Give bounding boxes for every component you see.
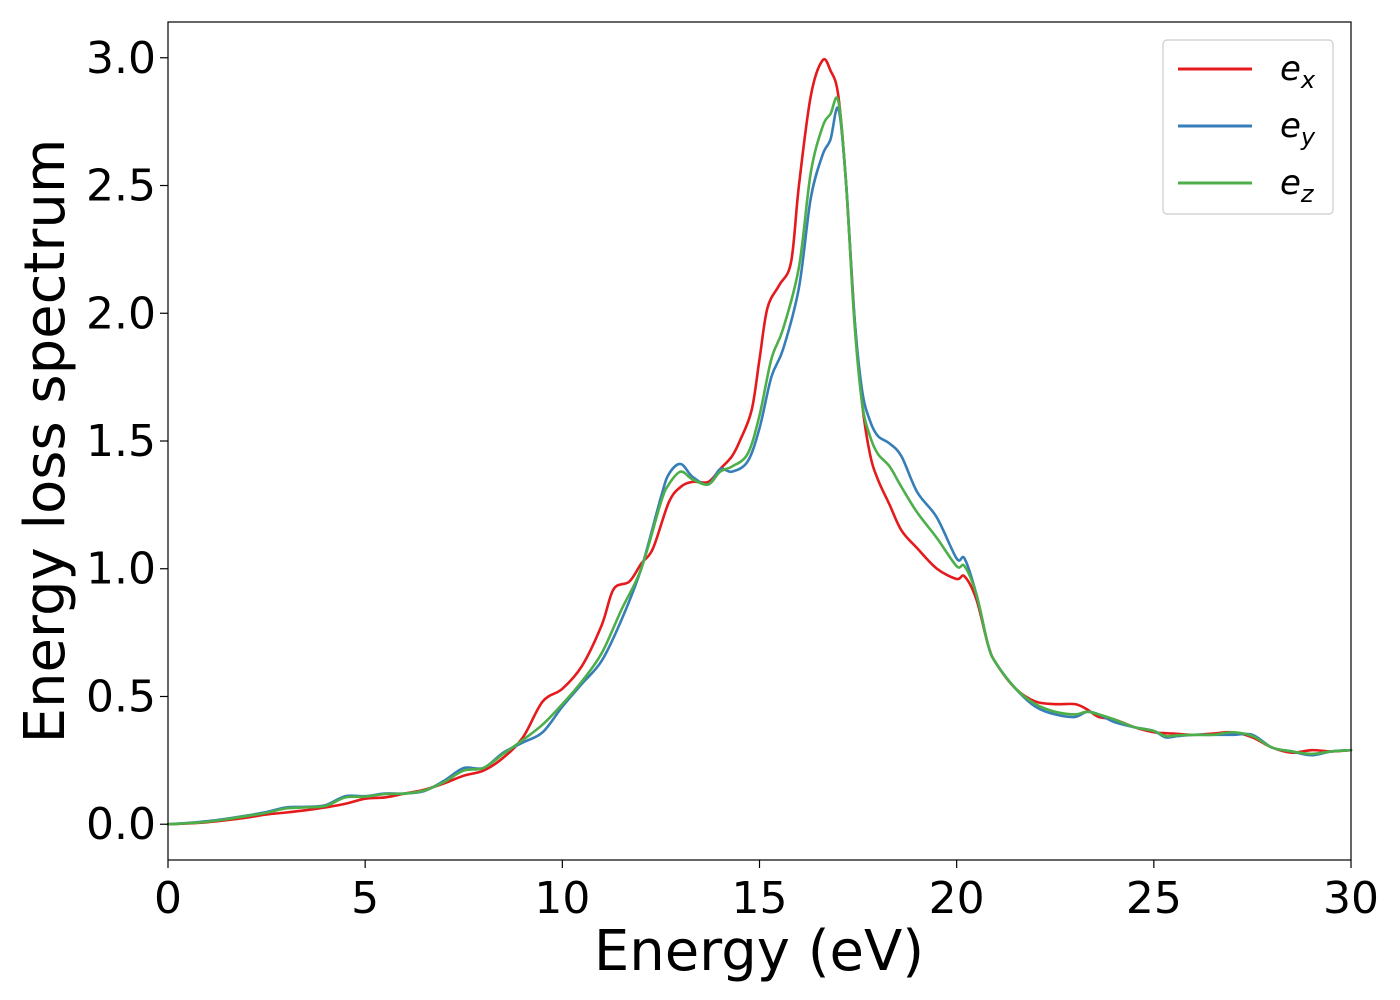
y-axis: 0.0 0.5 1.0 1.5 2.0 2.5 3.0 (86, 33, 168, 850)
y-tick-label: 2.0 (86, 288, 156, 339)
plot-background (168, 22, 1351, 860)
y-tick-label: 0.0 (86, 799, 156, 850)
x-tick-label: 15 (732, 873, 788, 924)
y-axis-title: Energy loss spectrum (13, 139, 78, 744)
series-layer (166, 57, 1353, 826)
y-tick-label: 1.0 (86, 544, 156, 595)
legend-label-x: ex (1280, 49, 1316, 94)
y-tick-label: 2.5 (86, 161, 156, 212)
legend: ex ey ez (1162, 39, 1334, 215)
series-line-z (166, 96, 1353, 826)
x-tick-label: 30 (1323, 873, 1379, 924)
x-tick-label: 0 (154, 873, 182, 924)
y-tick-label: 1.5 (86, 416, 156, 467)
x-tick-label: 10 (534, 873, 590, 924)
y-tick-label: 0.5 (86, 671, 156, 722)
x-axis: 0 5 10 15 20 25 30 (154, 860, 1379, 924)
legend-label-y: ey (1280, 106, 1316, 151)
x-tick-label: 20 (929, 873, 985, 924)
x-tick-label: 25 (1126, 873, 1182, 924)
y-tick-label: 3.0 (86, 33, 156, 84)
x-tick-label: 5 (351, 873, 379, 924)
x-axis-title: Energy (eV) (594, 919, 924, 984)
legend-label-z: ez (1280, 163, 1315, 208)
